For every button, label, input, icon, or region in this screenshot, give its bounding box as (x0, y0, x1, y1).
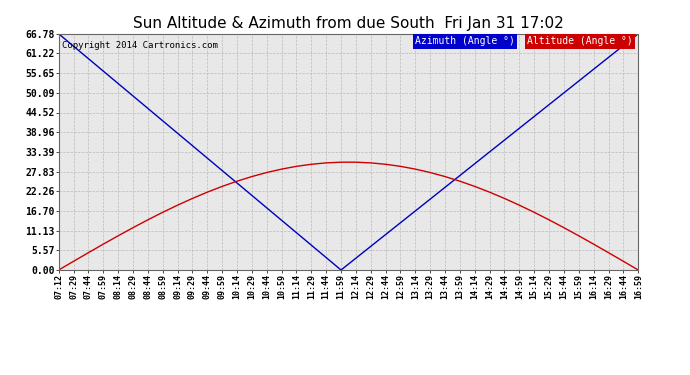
Title: Sun Altitude & Azimuth from due South  Fri Jan 31 17:02: Sun Altitude & Azimuth from due South Fr… (133, 16, 564, 31)
Text: Altitude (Angle °): Altitude (Angle °) (527, 36, 633, 46)
Text: Copyright 2014 Cartronics.com: Copyright 2014 Cartronics.com (61, 41, 217, 50)
Text: Azimuth (Angle °): Azimuth (Angle °) (415, 36, 515, 46)
